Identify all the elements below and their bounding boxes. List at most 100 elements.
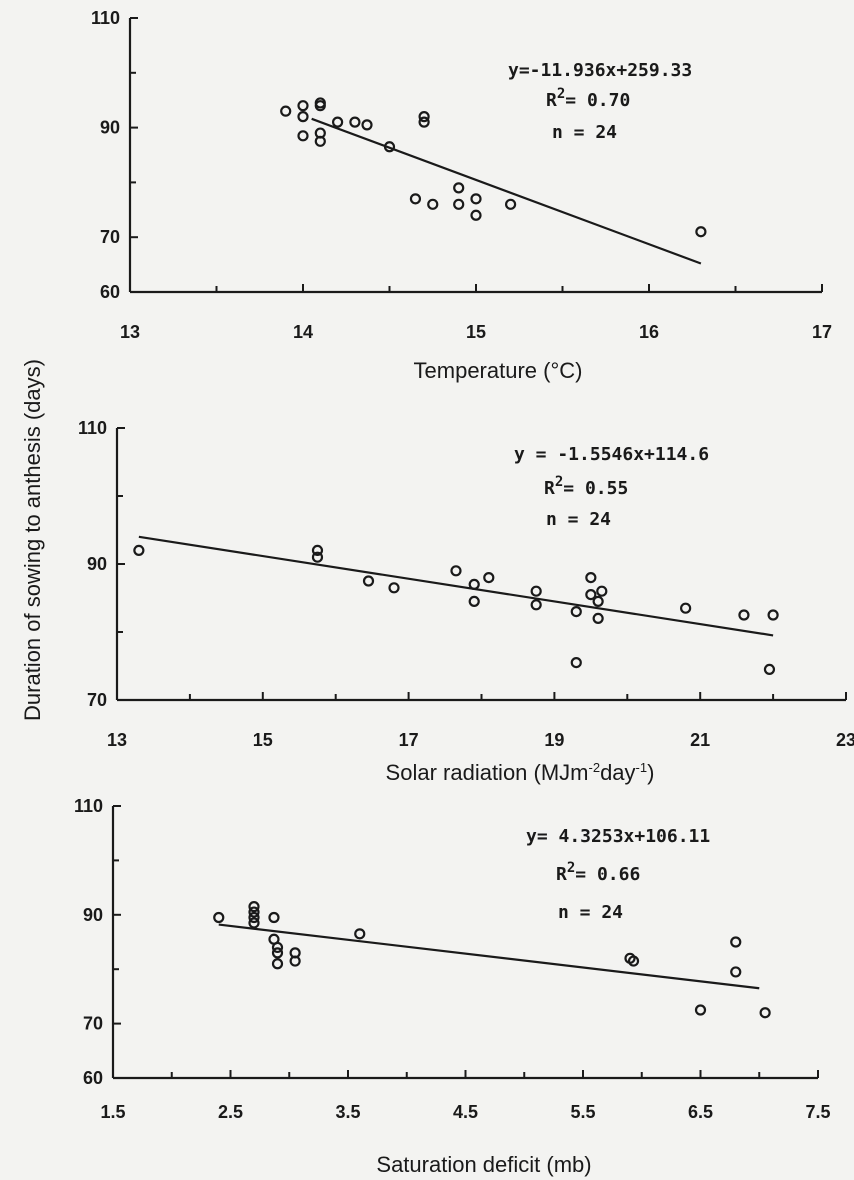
solar-data-point [133,544,145,557]
saturation-y-tick-label: 60 [83,1068,103,1088]
temperature-fit-line [311,117,702,265]
temperature-x-tick-label: 14 [293,322,313,342]
saturation-data-point [759,1007,771,1019]
saturation-data-point [289,955,301,967]
saturation-fit-line [218,923,760,990]
solar-data-point [388,582,400,594]
saturation-x-tick-label: 3.5 [335,1102,360,1122]
saturation-data-point [248,917,260,929]
saturation-x-tick-label: 7.5 [805,1102,830,1122]
saturation-data-point [213,911,225,924]
solar-data-point [530,585,542,597]
saturation-data-point [730,966,742,978]
solar-regression-equation: y = -1.5546x+114.6 [514,444,709,465]
temperature-y-tick-label: 110 [91,8,120,28]
temperature-data-point [297,130,309,142]
saturation-data-point [271,941,284,954]
saturation-x-axis: 1.5 2.5 3.5 4.5 5.5 6.5 7.5 [100,1070,831,1122]
temperature-data-point [453,182,465,194]
temperature-data-point [383,141,396,153]
temperature-data-point [470,193,482,205]
temperature-data-point [427,198,439,210]
solar-data-point [585,571,597,584]
solar-data-point [468,595,480,608]
saturation-regression-line [218,923,760,990]
saturation-x-tick-label: 1.5 [100,1102,125,1122]
solar-points [133,544,779,676]
solar-x-axis-title: Solar radiation (MJm-2day-1) [386,760,655,785]
temperature-data-point [418,116,430,128]
saturation-x-tick-label: 2.5 [218,1102,243,1122]
saturation-n-count: n = 24 [558,902,623,923]
temperature-regression-line [311,117,702,265]
saturation-y-axis: 60 70 90 110 [74,796,121,1088]
solar-data-point [468,578,480,591]
saturation-data-point [248,901,260,913]
temperature-data-point [695,226,707,238]
solar-data-point [530,599,542,611]
saturation-data-point [248,911,260,924]
solar-data-point [570,605,582,618]
solar-y-axis: 70 90 110 [78,418,125,710]
solar-data-point [483,571,495,584]
saturation-data-point [271,947,284,959]
solar-regression-line [138,535,774,637]
solar-x-axis: 13 15 17 19 21 23 [107,692,854,750]
solar-fit-line [138,535,774,637]
solar-y-tick-label: 90 [87,554,107,574]
temperature-data-point [470,209,482,221]
saturation-x-tick-label: 6.5 [688,1102,713,1122]
solar-data-point [738,609,750,621]
temperature-data-point [297,100,309,112]
solar-y-tick-label: 70 [87,690,107,710]
temperature-data-point [409,193,422,205]
solar-y-tick-label: 110 [78,418,107,438]
temperature-regression-equation: y=-11.936x+259.33 [508,60,692,81]
solar-data-point [592,612,604,625]
solar-data-point [450,565,462,577]
saturation-x-tick-label: 5.5 [570,1102,595,1122]
saturation-points [213,901,771,1019]
solar-data-point [585,588,597,601]
saturation-y-tick-label: 110 [74,796,103,816]
temperature-y-tick-label: 90 [100,118,120,138]
solar-x-tick-label: 23 [836,730,854,750]
saturation-data-point [730,936,742,948]
saturation-data-point [268,911,280,924]
panel-saturation-deficit: 60 70 90 110 1.5 2.5 3.5 4.5 5.5 6.5 7.5 y= 4.325… [74,796,831,1177]
temperature-n-count: n = 24 [552,122,617,143]
temperature-data-point [332,116,344,128]
solar-data-point [311,551,324,563]
saturation-data-point [627,955,640,967]
saturation-data-point [271,958,284,970]
saturation-y-tick-label: 90 [83,905,103,925]
solar-n-count: n = 24 [546,509,611,530]
temperature-data-point [418,111,430,123]
saturation-x-axis-title: Saturation deficit (mb) [376,1152,591,1177]
solar-data-point [767,609,779,621]
saturation-x-tick-label: 4.5 [453,1102,478,1122]
temperature-r-squared: R2= 0.70 [546,86,630,111]
temperature-x-tick-label: 15 [466,322,486,342]
temperature-data-point [280,105,292,117]
temperature-x-axis: 13 14 15 16 17 [120,284,832,342]
solar-data-point [763,663,776,676]
temperature-x-tick-label: 17 [812,322,832,342]
solar-data-point [680,602,692,614]
solar-x-tick-label: 15 [253,730,273,750]
temperature-data-point [505,198,517,210]
solar-data-point [596,585,608,597]
temperature-data-point [349,116,361,128]
solar-data-point [570,656,582,669]
temperature-x-tick-label: 13 [120,322,140,342]
saturation-data-point [248,906,260,918]
temperature-data-point [453,198,465,210]
temperature-data-point [314,100,326,112]
temperature-y-tick-label: 70 [100,227,120,247]
temperature-data-point [314,135,326,147]
temperature-x-axis-title: Temperature (°C) [414,358,583,383]
saturation-data-point [354,928,366,940]
solar-data-point [592,595,604,608]
